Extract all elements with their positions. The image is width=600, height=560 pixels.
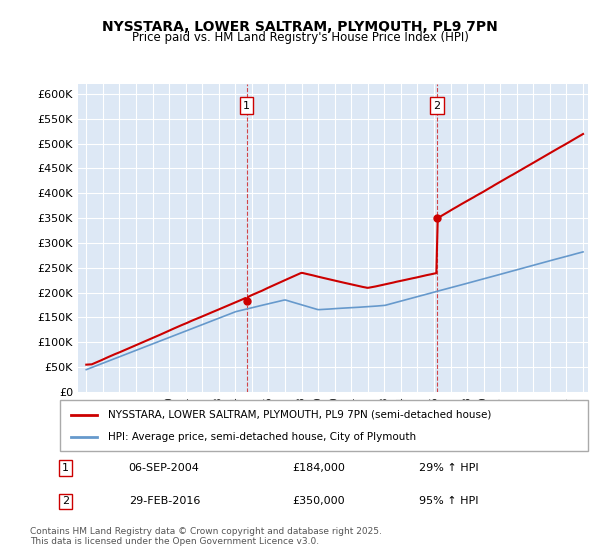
Text: 06-SEP-2004: 06-SEP-2004 <box>128 463 200 473</box>
Text: NYSSTARA, LOWER SALTRAM, PLYMOUTH, PL9 7PN (semi-detached house): NYSSTARA, LOWER SALTRAM, PLYMOUTH, PL9 7… <box>107 409 491 419</box>
Text: 2: 2 <box>433 101 440 110</box>
Text: Contains HM Land Registry data © Crown copyright and database right 2025.
This d: Contains HM Land Registry data © Crown c… <box>30 526 382 546</box>
Text: 29-FEB-2016: 29-FEB-2016 <box>128 497 200 506</box>
Text: NYSSTARA, LOWER SALTRAM, PLYMOUTH, PL9 7PN: NYSSTARA, LOWER SALTRAM, PLYMOUTH, PL9 7… <box>102 20 498 34</box>
Text: 1: 1 <box>62 463 69 473</box>
Text: 1: 1 <box>243 101 250 110</box>
Text: £184,000: £184,000 <box>292 463 345 473</box>
Text: HPI: Average price, semi-detached house, City of Plymouth: HPI: Average price, semi-detached house,… <box>107 432 416 442</box>
Text: 95% ↑ HPI: 95% ↑ HPI <box>419 497 479 506</box>
Text: £350,000: £350,000 <box>292 497 345 506</box>
Text: 29% ↑ HPI: 29% ↑ HPI <box>419 463 479 473</box>
Text: Price paid vs. HM Land Registry's House Price Index (HPI): Price paid vs. HM Land Registry's House … <box>131 31 469 44</box>
Text: 2: 2 <box>62 497 69 506</box>
FancyBboxPatch shape <box>60 400 588 451</box>
